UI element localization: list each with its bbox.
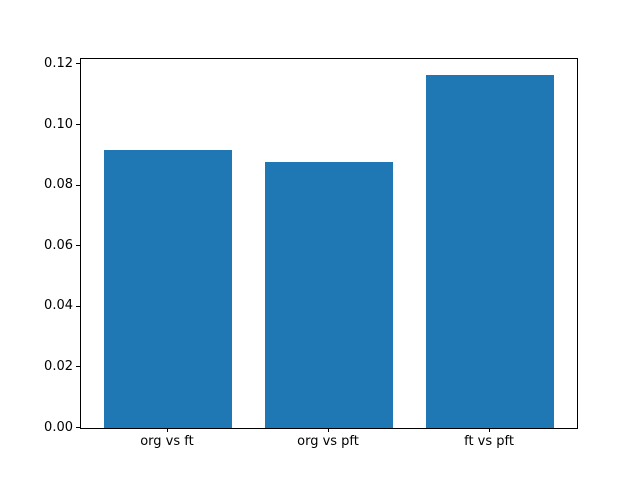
plot-area <box>80 58 578 429</box>
y-tick-label: 0.06 <box>44 237 73 253</box>
y-tick-mark <box>76 124 80 126</box>
y-tick-mark <box>76 427 80 428</box>
y-tick-label: 0.12 <box>44 55 73 71</box>
y-tick-mark <box>76 245 80 247</box>
y-tick-label: 0.08 <box>44 177 73 193</box>
x-tick-label-org-vs-ft: org vs ft <box>140 434 194 449</box>
y-tick-mark <box>76 184 80 186</box>
y-tick-label: 0.04 <box>44 298 73 314</box>
y-tick-label: 0.10 <box>44 116 73 132</box>
x-tick-label-org-vs-pft: org vs pft <box>297 434 359 449</box>
bar-org-vs-ft <box>103 150 233 428</box>
x-tick-mark <box>489 428 491 432</box>
y-tick-label: 0.02 <box>44 358 73 374</box>
bar-ft-vs-pft <box>425 75 555 428</box>
bar-org-vs-pft <box>264 162 394 428</box>
x-tick-label-ft-vs-pft: ft vs pft <box>464 434 514 449</box>
x-tick-mark <box>166 428 168 432</box>
x-tick-mark <box>328 428 329 432</box>
y-tick-mark <box>76 63 80 65</box>
y-tick-label: 0.00 <box>44 419 73 435</box>
y-tick-mark <box>76 305 80 307</box>
y-tick-mark <box>76 366 80 368</box>
